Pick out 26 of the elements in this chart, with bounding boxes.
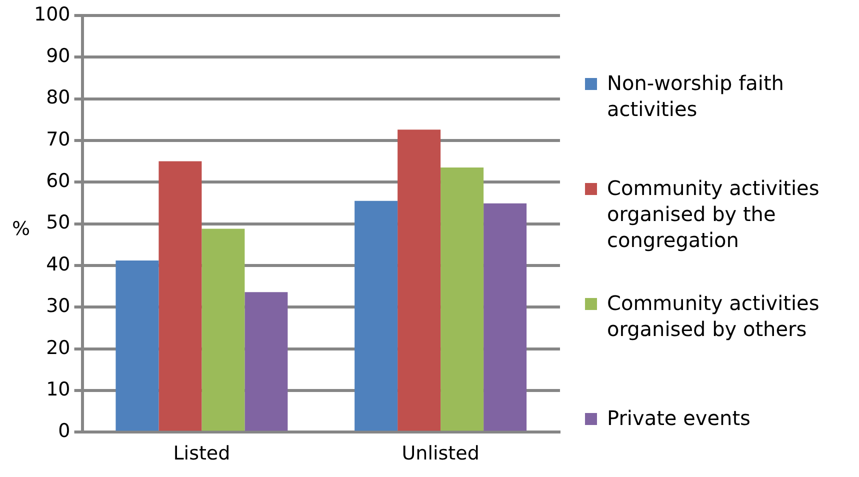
bar bbox=[484, 203, 527, 431]
y-tick-label: 80 bbox=[46, 86, 70, 109]
legend-label: Non-worship faith activities bbox=[607, 70, 785, 122]
y-tick-label: 70 bbox=[46, 128, 70, 150]
y-tick-label: 20 bbox=[46, 336, 70, 359]
y-tick-label: 50 bbox=[46, 212, 70, 234]
bar bbox=[440, 168, 484, 431]
x-tick-label: Unlisted bbox=[402, 442, 480, 465]
y-tick-label: 100 bbox=[34, 3, 70, 26]
x-tick-label: Listed bbox=[173, 442, 230, 465]
y-tick-label: 30 bbox=[46, 295, 70, 318]
legend-label: Community activities organised by the congregation bbox=[607, 175, 820, 253]
y-axis-title: % bbox=[12, 218, 30, 240]
bar bbox=[398, 130, 441, 431]
y-tick-label: 0 bbox=[58, 420, 70, 442]
legend-label: Community activities organised by others bbox=[607, 290, 820, 342]
bar bbox=[158, 161, 202, 431]
legend-label: Private events bbox=[607, 405, 750, 431]
bar bbox=[116, 260, 159, 431]
bar bbox=[202, 228, 245, 431]
bar bbox=[244, 292, 288, 431]
y-tick-label: 10 bbox=[46, 378, 70, 400]
y-tick-label: 60 bbox=[46, 170, 70, 192]
y-tick-label: 40 bbox=[46, 253, 70, 276]
y-tick-label: 90 bbox=[46, 45, 70, 68]
bar bbox=[354, 200, 398, 431]
